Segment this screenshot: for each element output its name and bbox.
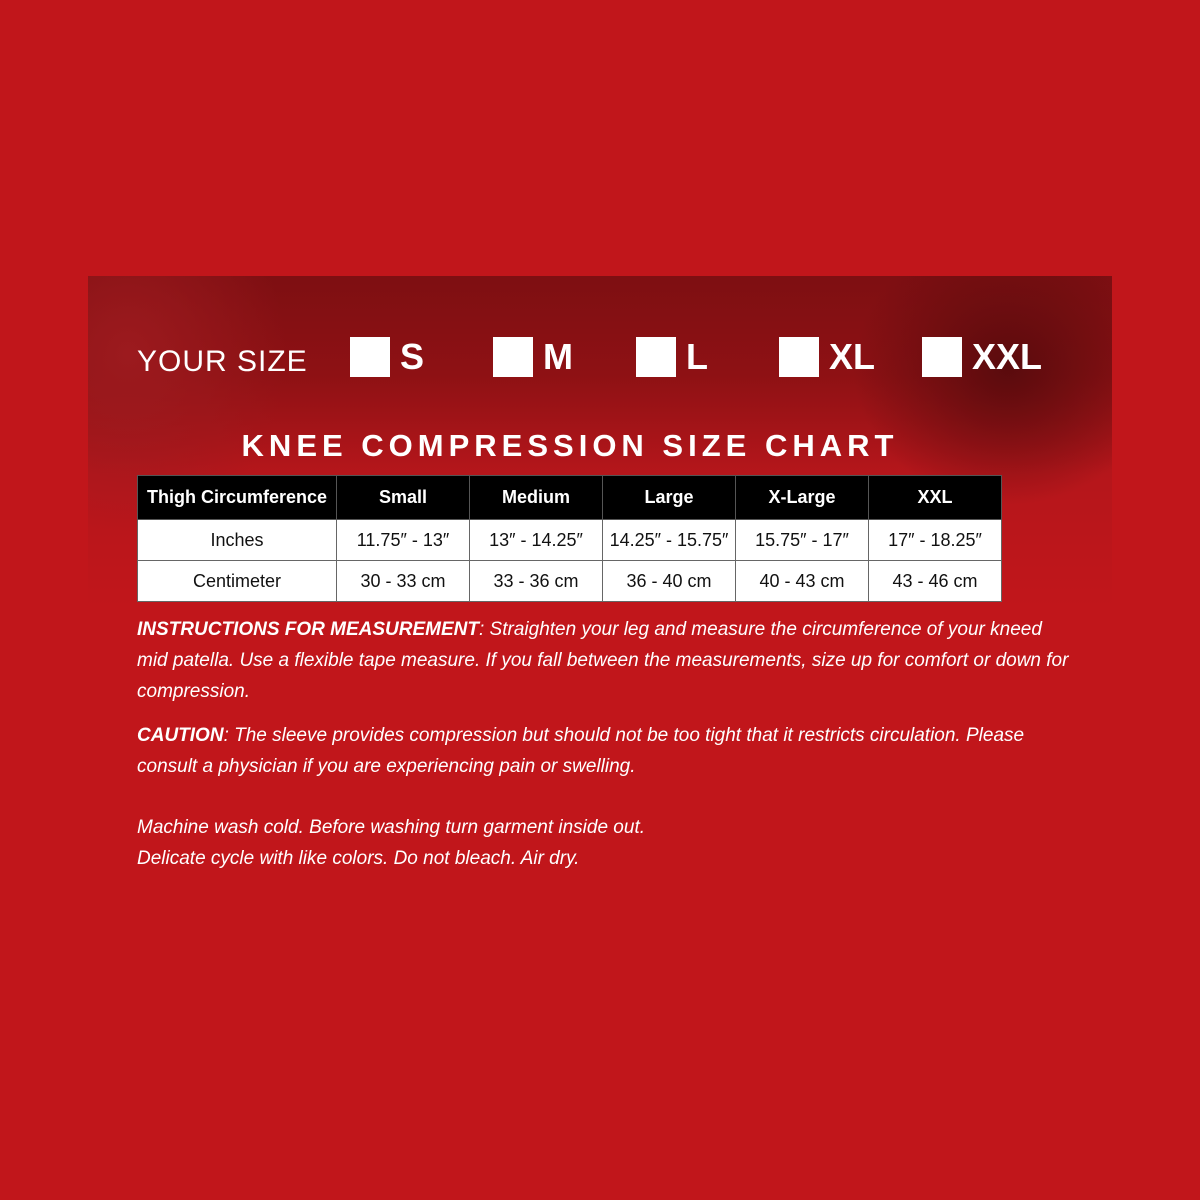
table-cell: 15.75″ - 17″ [735, 519, 869, 561]
table-cell: 33 - 36 cm [469, 560, 603, 602]
size-label: XL [829, 336, 876, 377]
table-cell: 30 - 33 cm [336, 560, 470, 602]
size-checkbox[interactable] [922, 337, 962, 377]
your-size-label: YOUR SIZE [137, 345, 308, 378]
table-cell: 14.25″ - 15.75″ [602, 519, 736, 561]
table-row: Centimeter 30 - 33 cm 33 - 36 cm 36 - 40… [137, 560, 1002, 602]
caution-paragraph: CAUTION: The sleeve provides compression… [137, 720, 1077, 782]
instructions-label: INSTRUCTIONS FOR MEASUREMENT [137, 619, 479, 640]
caution-label: CAUTION [137, 725, 224, 746]
care-line: Machine wash cold. Before washing turn g… [137, 817, 645, 838]
header-cell: X-Large [735, 475, 869, 520]
caution-text: : The sleeve provides compression but sh… [137, 725, 1025, 777]
page-title: KNEE COMPRESSION SIZE CHART [241, 428, 899, 463]
size-option-l[interactable]: L [636, 337, 708, 377]
instructions-paragraph: INSTRUCTIONS FOR MEASUREMENT: Straighten… [137, 614, 1077, 707]
header-cell: XXL [868, 475, 1002, 520]
table-cell: 43 - 46 cm [868, 560, 1002, 602]
size-option-m[interactable]: M [493, 337, 573, 377]
size-checkbox[interactable] [636, 337, 676, 377]
size-label: XXL [972, 336, 1043, 377]
size-checkbox[interactable] [350, 337, 390, 377]
care-line: Delicate cycle with like colors. Do not … [137, 848, 580, 869]
size-table: Thigh Circumference Small Medium Large X… [137, 475, 1002, 602]
table-cell: 36 - 40 cm [602, 560, 736, 602]
table-cell: 13″ - 14.25″ [469, 519, 603, 561]
table-header-row: Thigh Circumference Small Medium Large X… [137, 475, 1002, 520]
size-label: M [543, 336, 573, 377]
table-cell: 17″ - 18.25″ [868, 519, 1002, 561]
header-cell: Large [602, 475, 736, 520]
table-cell: 40 - 43 cm [735, 560, 869, 602]
table-cell: Centimeter [137, 560, 337, 602]
table-cell: Inches [137, 519, 337, 561]
header-cell: Thigh Circumference [137, 475, 337, 520]
size-checkbox[interactable] [779, 337, 819, 377]
table-cell: 11.75″ - 13″ [336, 519, 470, 561]
size-option-xxl[interactable]: XXL [922, 337, 1042, 377]
header-cell: Small [336, 475, 470, 520]
size-label: L [686, 336, 708, 377]
table-row: Inches 11.75″ - 13″ 13″ - 14.25″ 14.25″ … [137, 519, 1002, 561]
size-option-xl[interactable]: XL [779, 337, 875, 377]
header-cell: Medium [469, 475, 603, 520]
size-option-s[interactable]: S [350, 337, 424, 377]
size-label: S [400, 336, 425, 377]
instructions-text: : Straighten your leg and measure the ci… [137, 619, 1069, 702]
size-checkbox[interactable] [493, 337, 533, 377]
care-instructions: Machine wash cold. Before washing turn g… [137, 812, 1077, 874]
